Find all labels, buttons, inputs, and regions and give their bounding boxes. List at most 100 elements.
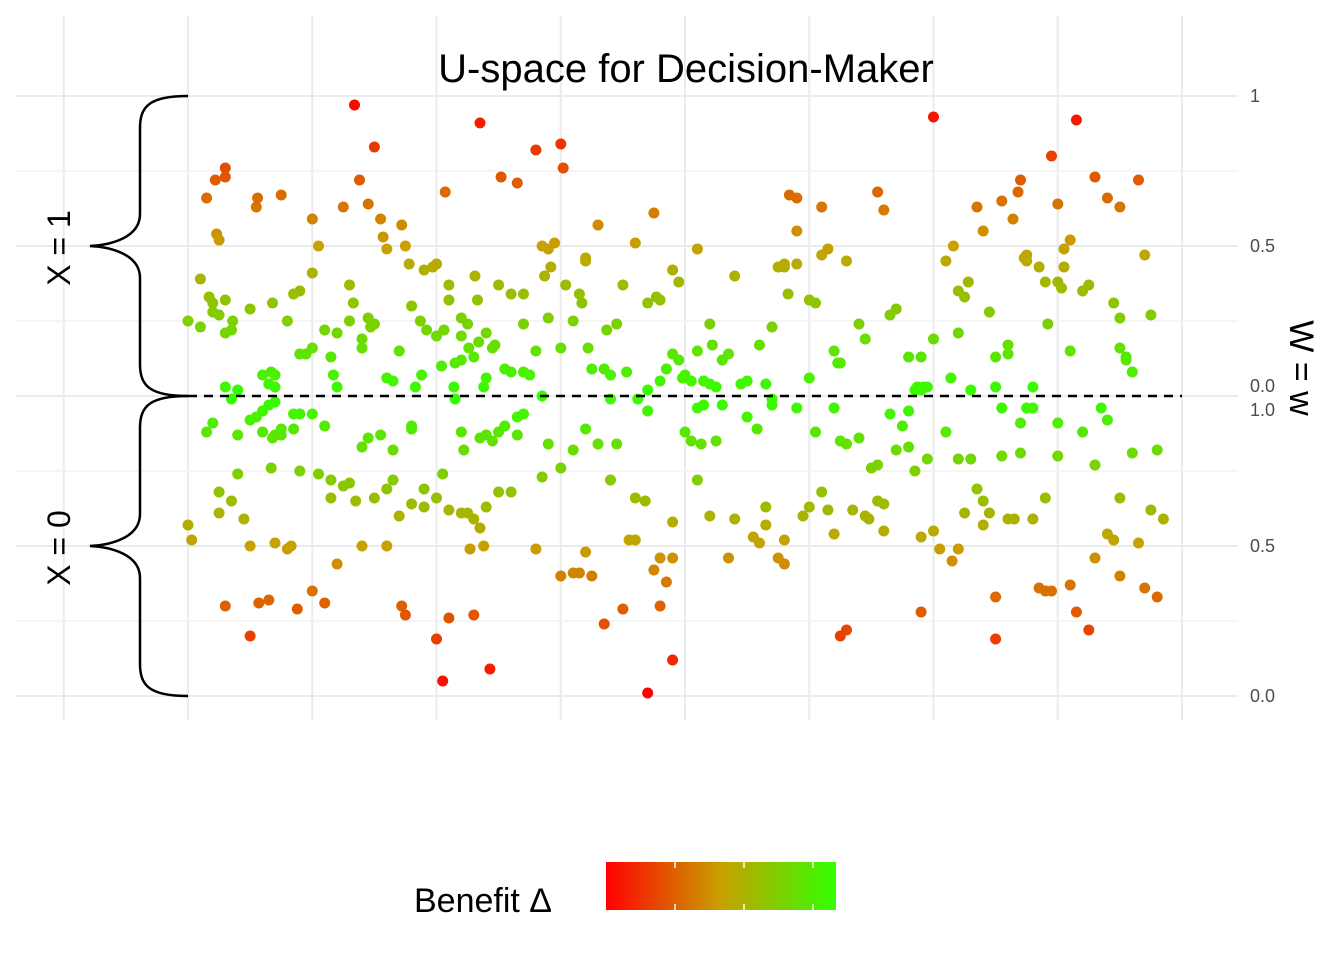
upper-data-point [431,258,442,270]
upper-data-point [1126,366,1138,378]
lower-data-point [1139,582,1151,594]
upper-data-point [654,294,666,306]
lower-data-point [660,576,672,588]
lower-data-point [872,459,884,471]
upper-data-point [313,240,324,252]
upper-data-point [306,213,318,225]
lower-data-point [499,420,511,432]
lower-data-point [356,540,368,552]
upper-y-tick-label: 0.5 [1250,236,1275,256]
lower-data-point [903,405,915,417]
lower-data-point [555,462,567,474]
upper-data-point [368,141,380,153]
lower-data-point [723,552,734,564]
lower-data-point [1114,492,1126,504]
lower-data-point [201,426,213,438]
upper-data-point [194,273,206,285]
upper-data-point [816,201,828,213]
lower-data-point [698,399,710,411]
upper-data-point [1052,198,1064,210]
lower-data-point [1015,417,1026,429]
lower-data-point [468,513,480,525]
lower-data-point [362,432,374,444]
upper-data-point [393,345,405,357]
upper-data-point [782,288,794,300]
upper-data-point [213,309,225,321]
upper-data-point [294,285,306,297]
lower-data-point [828,528,840,540]
lower-data-point [952,543,964,555]
lower-data-point [1027,402,1039,414]
lower-data-point [368,492,380,504]
upper-data-point [582,342,594,354]
lower-data-point [530,543,542,555]
upper-data-point [673,354,685,366]
lower-data-point [1039,492,1051,504]
lower-data-point [319,597,331,609]
upper-data-point [431,330,442,342]
lower-data-point [754,537,765,549]
upper-data-point [327,369,339,381]
upper-data-point [853,318,865,330]
upper-data-point [269,381,281,393]
upper-data-point [337,201,349,213]
upper-y-tick-label: 0.0 [1250,376,1275,396]
lower-data-point [331,558,343,570]
upper-data-point [325,351,337,363]
lower-data-point [213,486,225,498]
lower-data-point [580,546,592,558]
lower-data-point [182,519,194,531]
upper-data-point [723,348,734,360]
lower-data-point [387,474,399,486]
lower-data-point [294,408,306,420]
lower-data-point [443,504,455,516]
upper-data-point [219,162,231,174]
upper-group-brace [89,94,189,398]
lower-data-point [186,534,198,546]
chart-title: U-space for Decision-Maker [438,47,934,91]
upper-data-point [928,333,939,345]
upper-data-point [642,297,654,309]
upper-data-point [443,294,455,306]
lower-data-point [760,519,772,531]
upper-data-point [928,111,939,123]
upper-data-point [704,318,716,330]
lower-data-point [990,633,1002,645]
lower-data-point [493,486,505,498]
upper-data-point [555,342,567,354]
lower-data-point [1157,513,1169,525]
upper-data-point [1039,276,1051,288]
upper-data-point [660,363,672,375]
lower-data-point [536,471,548,483]
upper-data-point [1108,297,1120,309]
upper-data-point [252,192,264,204]
upper-data-point [207,297,219,309]
upper-data-point [1015,174,1026,186]
upper-data-point [667,264,679,276]
upper-data-point [478,381,490,393]
lower-data-point [605,474,616,486]
upper-data-point [872,186,884,198]
upper-data-point [381,243,393,255]
lower-data-point [486,435,498,447]
lower-data-point [294,465,306,477]
upper-data-point [560,279,572,291]
lower-data-point [1077,426,1089,438]
upper-data-point [729,270,741,282]
upper-data-point [601,324,613,336]
upper-data-point [1042,318,1054,330]
lower-data-point [464,543,476,555]
upper-data-point [226,324,237,336]
upper-data-point [1021,255,1033,267]
lower-data-point [1145,504,1157,516]
lower-data-point [325,474,337,486]
lower-data-point [356,441,368,453]
lower-data-point [890,444,902,456]
lower-data-point [996,450,1008,462]
upper-data-point [505,288,517,300]
upper-data-point [983,306,995,318]
lower-data-point [1114,570,1126,582]
lower-data-point [751,423,763,435]
upper-data-point [518,288,529,300]
upper-data-point [1145,309,1157,321]
